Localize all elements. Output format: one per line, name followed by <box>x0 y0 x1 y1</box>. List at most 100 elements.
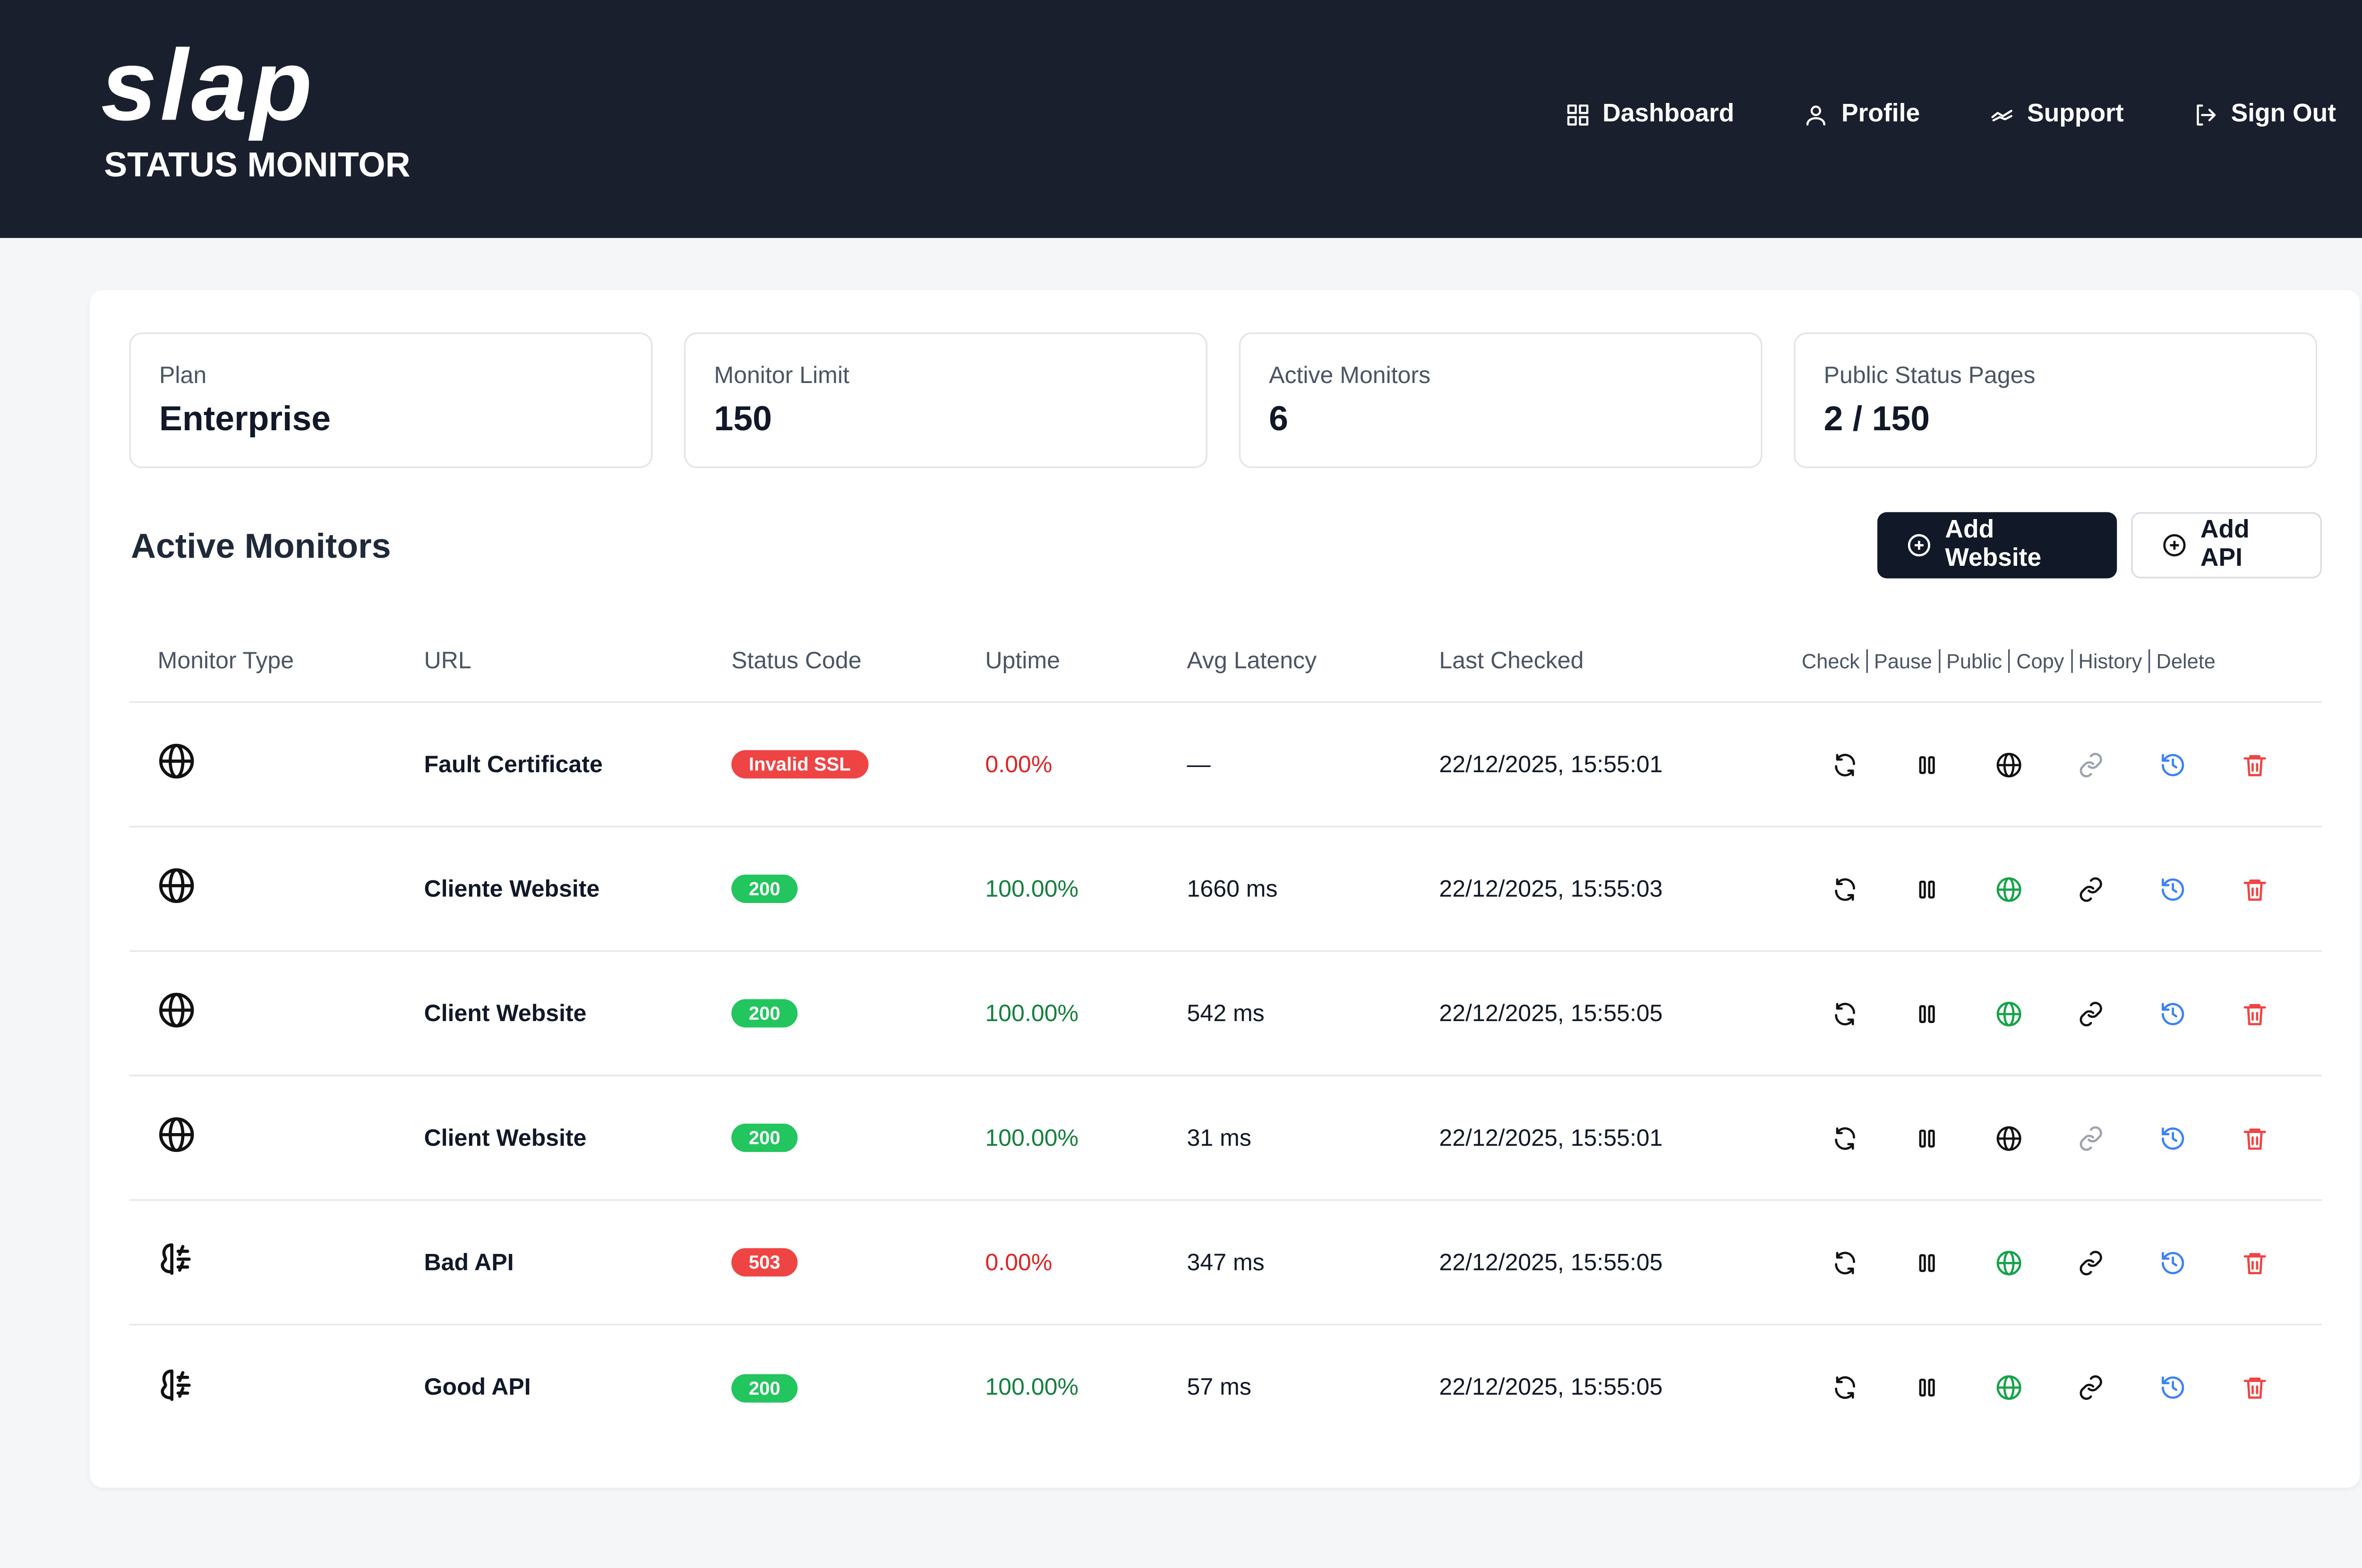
actions <box>1803 1125 2322 1151</box>
history-button[interactable] <box>2131 876 2213 903</box>
separator <box>2070 649 2072 673</box>
stat-card: Plan Enterprise <box>129 332 653 469</box>
copy-button[interactable] <box>2049 1374 2131 1401</box>
delete-button[interactable] <box>2213 876 2295 903</box>
uptime: 0.00% <box>985 1249 1053 1276</box>
public-button[interactable] <box>1967 1374 2049 1401</box>
stat-value: 6 <box>1269 399 1288 438</box>
pause-button[interactable] <box>1885 1249 1968 1276</box>
check-button[interactable] <box>1803 1249 1885 1276</box>
copy-button[interactable] <box>2049 1249 2131 1276</box>
public-button[interactable] <box>1967 876 2049 903</box>
status-cell: 200 <box>731 999 985 1028</box>
delete-button[interactable] <box>2213 1125 2295 1151</box>
latency: 57 ms <box>1187 1374 1251 1401</box>
actions <box>1803 751 2322 778</box>
nav-label: Profile <box>1841 101 1920 128</box>
monitor-name: Client Website <box>424 1000 587 1027</box>
status-badge: Invalid SSL <box>731 750 868 779</box>
action-header: Delete <box>2156 649 2216 673</box>
history-button[interactable] <box>2131 751 2213 778</box>
uptime: 100.00% <box>985 1000 1079 1027</box>
public-button[interactable] <box>1967 1125 2049 1151</box>
check-button[interactable] <box>1803 1374 1885 1401</box>
public-button[interactable] <box>1967 1000 2049 1027</box>
pause-button[interactable] <box>1885 1374 1968 1401</box>
check-button[interactable] <box>1803 876 1885 903</box>
delete-button[interactable] <box>2213 751 2295 778</box>
button-label: Add Website <box>1945 517 2042 572</box>
uptime: 0.00% <box>985 750 1053 778</box>
last-checked: 22/12/2025, 15:55:03 <box>1439 875 1663 903</box>
nav-item[interactable]: Profile <box>1804 101 1920 129</box>
status-cell: 200 <box>731 874 985 903</box>
stat-label: Active Monitors <box>1269 362 1431 390</box>
add-website-button[interactable]: Add Website <box>1877 512 2117 579</box>
public-button[interactable] <box>1967 1249 2049 1276</box>
separator <box>2008 649 2010 673</box>
copy-button[interactable] <box>2049 751 2131 778</box>
delete-button[interactable] <box>2213 1249 2295 1276</box>
copy-button[interactable] <box>2049 876 2131 903</box>
pause-button[interactable] <box>1885 876 1968 903</box>
latency: 347 ms <box>1187 1249 1265 1276</box>
history-button[interactable] <box>2131 1374 2213 1401</box>
stat-value: 150 <box>714 399 772 438</box>
nav: Dashboard Profile Support Sign Out <box>1565 101 2336 129</box>
stat-value: Enterprise <box>159 399 331 438</box>
copy-button[interactable] <box>2049 1125 2131 1151</box>
column-header: Uptime <box>985 648 1061 675</box>
nav-item[interactable]: Support <box>1989 101 2124 129</box>
status-cell: 200 <box>731 1373 985 1402</box>
stat-card: Active Monitors 6 <box>1239 332 1763 469</box>
action-header: Public <box>1946 649 2003 673</box>
monitor-row: Bad API 503 0.00% 347 ms 22/12/2025, 15:55:0… <box>129 1201 2322 1326</box>
separator <box>1938 649 1940 673</box>
stat-card: Public Status Pages 2 / 150 <box>1794 332 2317 469</box>
nav-item[interactable]: Dashboard <box>1565 101 1734 129</box>
actions <box>1803 1000 2322 1027</box>
action-header: History <box>2078 649 2142 673</box>
history-button[interactable] <box>2131 1249 2213 1276</box>
history-button[interactable] <box>2131 1000 2213 1027</box>
action-header: Copy <box>2016 649 2064 673</box>
check-button[interactable] <box>1803 1125 1885 1151</box>
monitor-row: Cliente Website 200 100.00% 1660 ms 22/12/20… <box>129 827 2322 952</box>
actions-header: Check Pause Public Copy History Delete <box>1802 649 2322 673</box>
status-badge: 503 <box>731 1248 798 1277</box>
stat-label: Plan <box>159 362 207 390</box>
monitor-name: Bad API <box>424 1249 514 1276</box>
check-button[interactable] <box>1803 751 1885 778</box>
pause-button[interactable] <box>1885 751 1968 778</box>
status-badge: 200 <box>731 874 798 903</box>
public-button[interactable] <box>1967 751 2049 778</box>
type-icon <box>158 742 424 786</box>
stat-label: Monitor Limit <box>714 362 850 390</box>
status-badge: 200 <box>731 999 798 1028</box>
status-cell: 503 <box>731 1248 985 1277</box>
monitor-row: Client Website 200 100.00% 542 ms 22/12/2025… <box>129 952 2322 1076</box>
actions <box>1803 876 2322 903</box>
copy-button[interactable] <box>2049 1000 2131 1027</box>
add-api-button[interactable]: Add API <box>2131 512 2322 579</box>
check-button[interactable] <box>1803 1000 1885 1027</box>
status-cell: Invalid SSL <box>731 750 985 779</box>
delete-button[interactable] <box>2213 1374 2295 1401</box>
type-icon <box>158 1365 424 1409</box>
last-checked: 22/12/2025, 15:55:01 <box>1439 1124 1663 1151</box>
nav-label: Sign Out <box>2231 101 2336 128</box>
monitor-name: Fault Certificate <box>424 750 603 778</box>
pause-button[interactable] <box>1885 1000 1968 1027</box>
actions <box>1803 1249 2322 1276</box>
nav-item[interactable]: Sign Out <box>2193 101 2336 129</box>
nav-label: Dashboard <box>1602 101 1735 128</box>
delete-button[interactable] <box>2213 1000 2295 1027</box>
separator <box>2148 649 2150 673</box>
last-checked: 22/12/2025, 15:55:05 <box>1439 1000 1663 1027</box>
history-button[interactable] <box>2131 1125 2213 1151</box>
pause-button[interactable] <box>1885 1125 1968 1151</box>
stat-card: Monitor Limit 150 <box>684 332 1207 469</box>
monitor-name: Client Website <box>424 1124 587 1151</box>
